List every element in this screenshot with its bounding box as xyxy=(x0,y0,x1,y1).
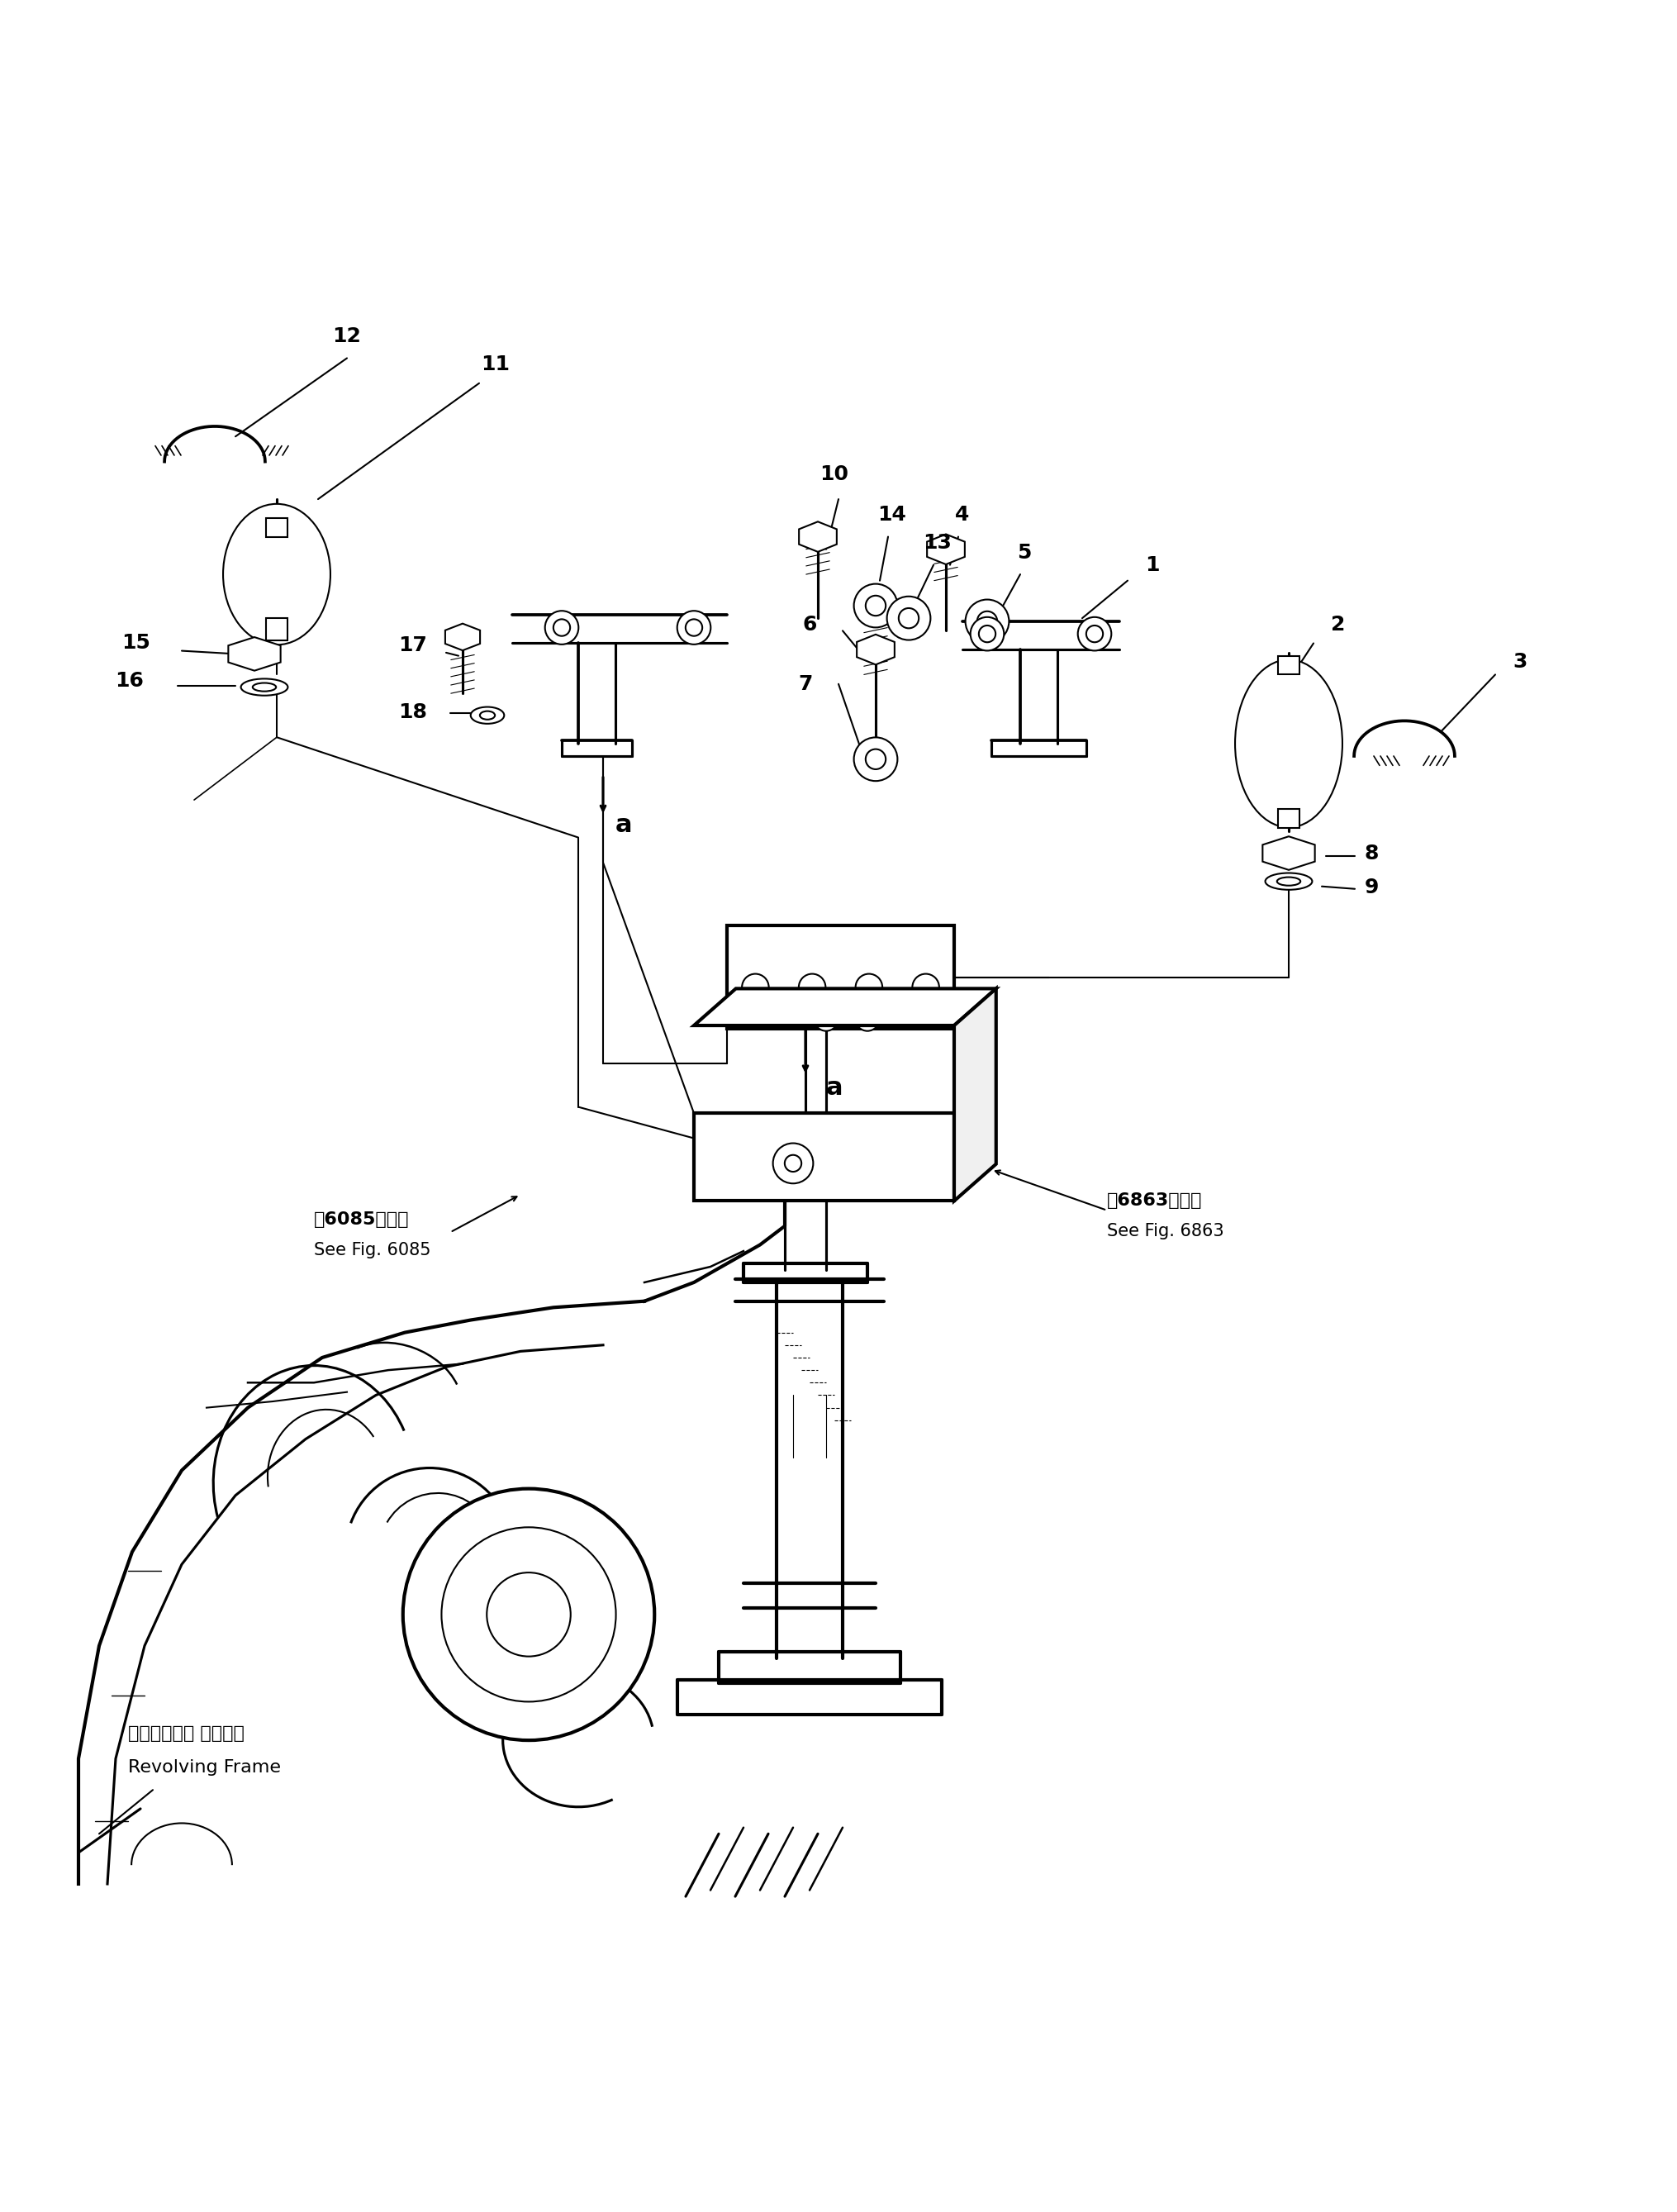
Polygon shape xyxy=(954,989,996,1201)
Text: 6: 6 xyxy=(802,615,817,635)
Circle shape xyxy=(785,1155,802,1172)
Text: 第6863図参照: 第6863図参照 xyxy=(1107,1192,1202,1210)
Circle shape xyxy=(865,750,885,770)
Circle shape xyxy=(978,611,998,630)
Polygon shape xyxy=(694,989,996,1026)
Ellipse shape xyxy=(241,679,288,695)
Circle shape xyxy=(979,626,996,641)
Circle shape xyxy=(553,619,570,637)
Polygon shape xyxy=(857,635,894,664)
Bar xyxy=(267,518,287,538)
Text: 9: 9 xyxy=(1363,878,1378,898)
Ellipse shape xyxy=(1234,659,1342,827)
Text: a: a xyxy=(825,1077,844,1099)
Text: 2: 2 xyxy=(1332,615,1345,635)
Circle shape xyxy=(686,619,703,637)
Text: 14: 14 xyxy=(877,504,907,524)
Circle shape xyxy=(545,611,579,644)
Ellipse shape xyxy=(1264,874,1311,889)
Bar xyxy=(267,617,287,639)
Text: レボルビング フレーム: レボルビング フレーム xyxy=(127,1725,245,1741)
Text: 1: 1 xyxy=(1145,555,1160,575)
Circle shape xyxy=(798,973,825,1000)
Text: 13: 13 xyxy=(924,533,953,553)
Text: 12: 12 xyxy=(332,327,361,345)
Text: 8: 8 xyxy=(1363,843,1378,863)
Ellipse shape xyxy=(471,708,505,723)
Circle shape xyxy=(971,617,1005,650)
Circle shape xyxy=(741,973,768,1000)
Polygon shape xyxy=(228,637,280,670)
Circle shape xyxy=(854,737,897,781)
Text: 18: 18 xyxy=(399,701,428,721)
Text: 16: 16 xyxy=(116,670,144,690)
Circle shape xyxy=(402,1489,654,1741)
Ellipse shape xyxy=(253,684,277,692)
Text: 5: 5 xyxy=(1018,542,1031,562)
Polygon shape xyxy=(927,533,964,564)
Text: 4: 4 xyxy=(956,504,969,524)
Text: Revolving Frame: Revolving Frame xyxy=(127,1759,280,1776)
Circle shape xyxy=(854,584,897,628)
Text: 11: 11 xyxy=(481,354,510,374)
Polygon shape xyxy=(444,624,480,650)
Polygon shape xyxy=(1263,836,1315,869)
Circle shape xyxy=(441,1526,615,1701)
Text: 10: 10 xyxy=(820,465,849,484)
Polygon shape xyxy=(798,522,837,551)
Ellipse shape xyxy=(480,710,495,719)
Circle shape xyxy=(1078,617,1112,650)
Circle shape xyxy=(912,973,939,1000)
Circle shape xyxy=(887,597,931,639)
Circle shape xyxy=(899,608,919,628)
Ellipse shape xyxy=(1276,878,1300,885)
Bar xyxy=(1278,655,1300,675)
Circle shape xyxy=(966,599,1010,644)
Text: 7: 7 xyxy=(798,675,813,695)
Circle shape xyxy=(773,1144,813,1183)
Bar xyxy=(726,925,954,1029)
Ellipse shape xyxy=(223,504,330,644)
Text: 第6085図参照: 第6085図参照 xyxy=(314,1212,409,1228)
Circle shape xyxy=(1087,626,1103,641)
Bar xyxy=(1278,810,1300,827)
Circle shape xyxy=(855,973,882,1000)
Text: See Fig. 6085: See Fig. 6085 xyxy=(314,1241,431,1259)
Circle shape xyxy=(865,595,885,615)
Bar xyxy=(694,1113,954,1201)
Circle shape xyxy=(855,1006,879,1031)
Text: a: a xyxy=(615,814,632,836)
Text: 3: 3 xyxy=(1513,653,1528,672)
Circle shape xyxy=(486,1573,570,1657)
Text: 15: 15 xyxy=(122,633,151,653)
Text: 17: 17 xyxy=(399,635,428,655)
Circle shape xyxy=(678,611,711,644)
Circle shape xyxy=(815,1006,838,1031)
Text: See Fig. 6863: See Fig. 6863 xyxy=(1107,1223,1224,1239)
